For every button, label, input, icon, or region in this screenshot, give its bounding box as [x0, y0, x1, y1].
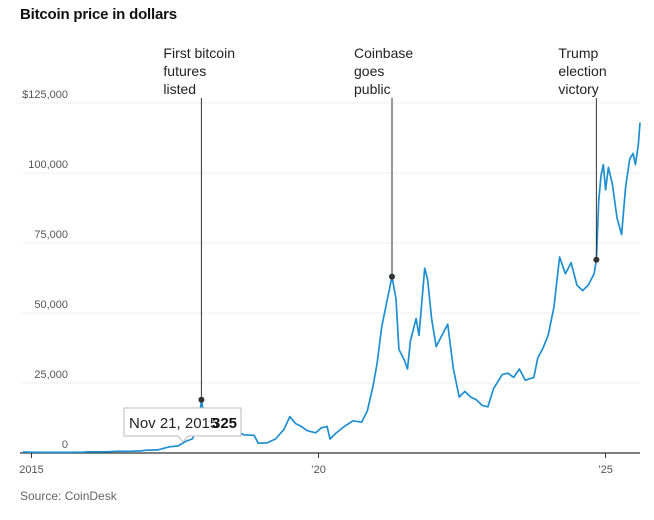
x-tick-label: 2015 — [19, 464, 43, 476]
chart-title: Bitcoin price in dollars — [20, 6, 177, 23]
y-tick-label: 50,000 — [34, 299, 68, 311]
y-tick-label: 0 — [62, 439, 68, 451]
annotation-label: First bitcoin futures listed — [163, 45, 235, 97]
annotation-marker — [593, 256, 600, 263]
tooltip-box — [123, 407, 242, 443]
annotation-label: Coinbase goes public — [354, 45, 413, 97]
source-note: Source: CoinDesk — [20, 489, 117, 503]
tooltip-value: 325 — [212, 415, 237, 432]
x-tick-label: ’20 — [311, 464, 326, 476]
y-tick-label: 75,000 — [34, 229, 68, 241]
annotation-label: Trump election victory — [558, 45, 606, 97]
y-tick-label: $125,000 — [22, 89, 68, 101]
y-tick-label: 100,000 — [28, 159, 68, 171]
tooltip-date: Nov 21, 2015 — [129, 415, 218, 432]
annotation-marker — [198, 396, 205, 403]
price-series-line — [22, 122, 641, 454]
y-tick-label: 25,000 — [34, 369, 68, 381]
x-tick-label: ’25 — [598, 464, 613, 476]
annotation-marker — [389, 273, 395, 280]
